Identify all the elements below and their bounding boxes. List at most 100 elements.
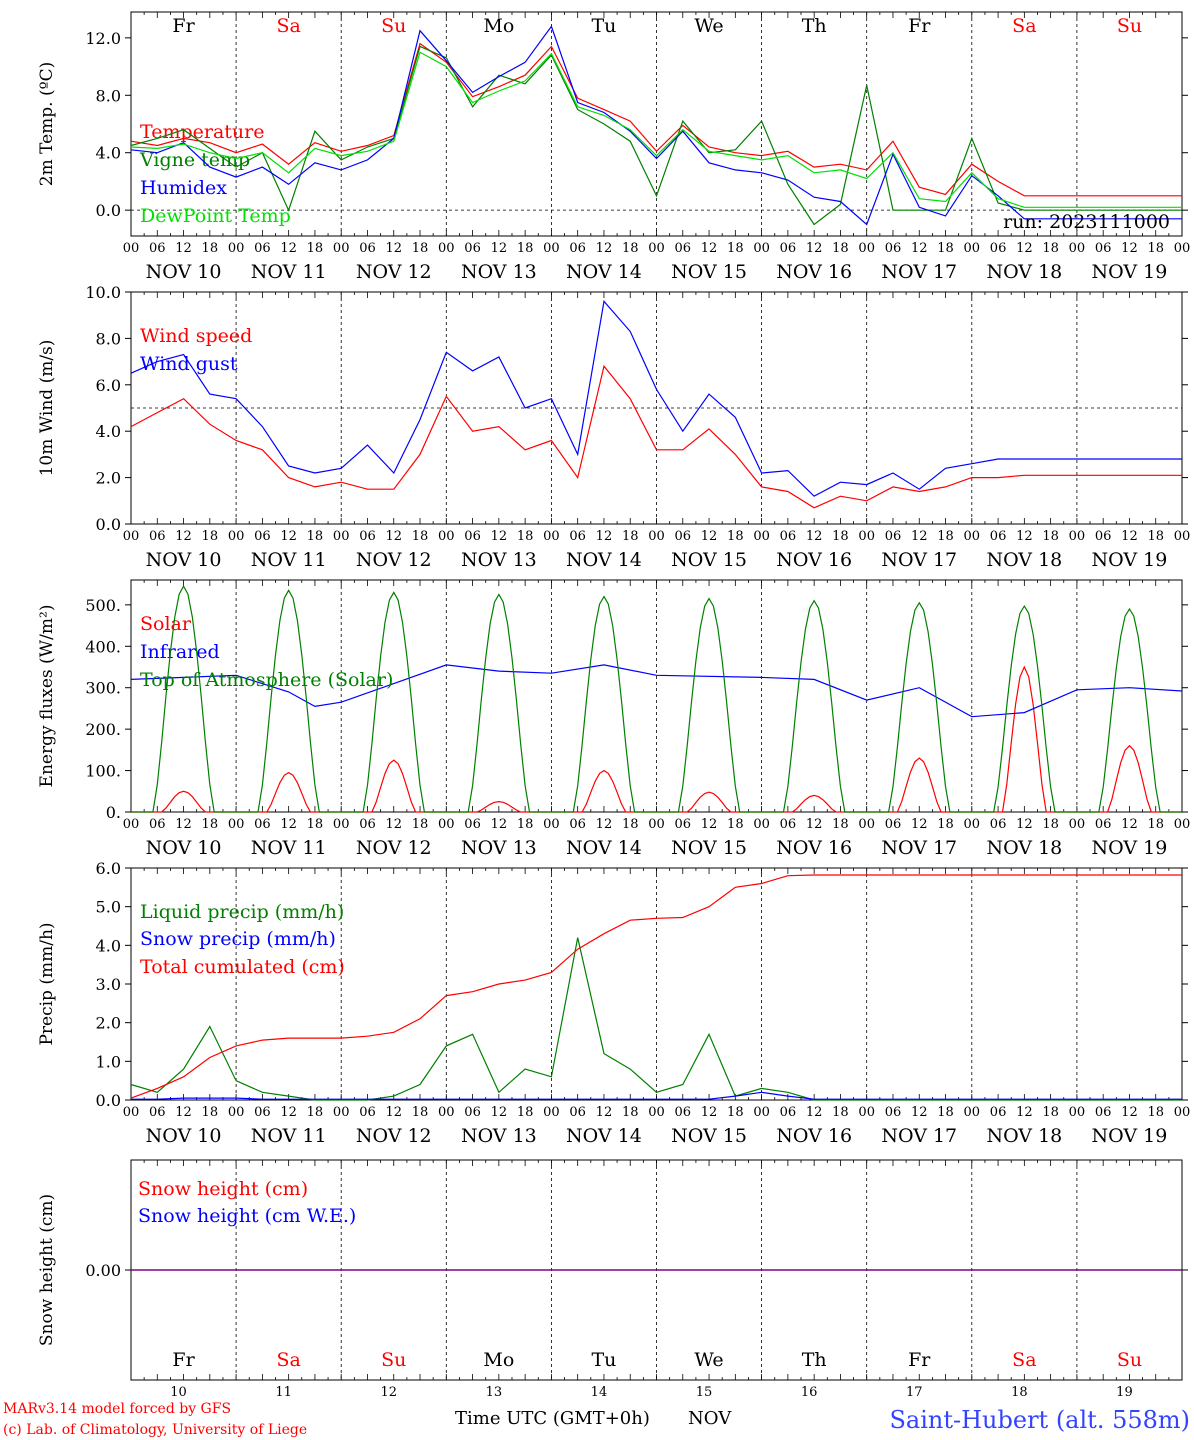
y-tick-label: 5.0	[96, 898, 121, 917]
series-line-wind-speed	[130, 364, 1182, 509]
hour-tick-label: 12	[385, 817, 402, 832]
date-label: NOV 11	[251, 1125, 327, 1147]
date-label: NOV 13	[461, 1125, 537, 1147]
date-label: NOV 10	[146, 261, 222, 283]
hour-tick-label: 12	[701, 1105, 718, 1120]
date-label: NOV 12	[356, 261, 432, 283]
hour-tick-label: 00	[543, 529, 560, 544]
hour-tick-label: 00	[964, 1105, 981, 1120]
legend-infrared: Infrared	[140, 641, 220, 663]
hour-tick-label: 18	[202, 241, 219, 256]
hour-tick-label: 18	[937, 241, 954, 256]
y-tick-label: 6.0	[96, 376, 121, 395]
hour-tick-label: 12	[175, 1105, 192, 1120]
y-tick-label: 10.0	[85, 283, 121, 302]
date-label: NOV 13	[461, 261, 537, 283]
hour-tick-label: 18	[622, 529, 639, 544]
hour-tick-label: 06	[780, 817, 797, 832]
legend-wind-gust: Wind gust	[140, 353, 238, 375]
legend-solar: Solar	[140, 613, 192, 635]
date-label: NOV 16	[776, 549, 852, 571]
hour-tick-label: 12	[1016, 529, 1033, 544]
hour-tick-label: 12	[701, 529, 718, 544]
date-label: NOV 10	[146, 1125, 222, 1147]
hour-tick-label: 18	[412, 241, 429, 256]
hour-tick-label: 06	[1095, 241, 1112, 256]
hour-tick-label: 18	[1042, 529, 1059, 544]
hour-tick-label: 18	[412, 817, 429, 832]
hour-tick-label: 06	[569, 241, 586, 256]
hour-tick-label: 12	[175, 817, 192, 832]
hour-tick-label: 12	[596, 241, 613, 256]
hour-tick-label: 18	[727, 1105, 744, 1120]
hour-tick-label: 12	[280, 1105, 297, 1120]
day-number-label: 13	[486, 1385, 503, 1400]
hour-tick-label: 00	[228, 529, 245, 544]
legend-temperature: Temperature	[140, 121, 264, 143]
hour-tick-label: 12	[491, 1105, 508, 1120]
hour-tick-label: 00	[1069, 1105, 1086, 1120]
date-label: NOV 18	[986, 261, 1062, 283]
hour-tick-label: 18	[832, 529, 849, 544]
date-label: NOV 16	[776, 837, 852, 859]
legend-snow-height-cm-: Snow height (cm)	[138, 1178, 308, 1200]
date-label: NOV 17	[881, 261, 957, 283]
plot-frame	[130, 11, 1183, 237]
hour-tick-label: 06	[464, 817, 481, 832]
hour-tick-label: 12	[1016, 817, 1033, 832]
hour-tick-label: 06	[569, 1105, 586, 1120]
weekday-label: Th	[802, 15, 827, 37]
hour-tick-label: 18	[517, 817, 534, 832]
date-label: NOV 14	[566, 261, 642, 283]
day-number-label: 16	[801, 1385, 818, 1400]
hour-tick-label: 00	[648, 817, 665, 832]
y-tick-label: 8.0	[96, 86, 121, 105]
date-label: NOV 12	[356, 1125, 432, 1147]
panel-precip: 0.0 1.0 2.0 3.0 4.0 5.0 6.0 Precip (mm/h) Liquid…	[37, 859, 1190, 1147]
weekday-label: Su	[1117, 15, 1142, 37]
hour-tick-label: 12	[911, 529, 928, 544]
series-line-top-of-atmosphere-solar-	[131, 584, 1182, 813]
weekday-label: Sa	[1012, 15, 1036, 37]
hour-tick-label: 00	[438, 241, 455, 256]
hour-tick-label: 00	[753, 241, 770, 256]
hour-tick-label: 06	[990, 1105, 1007, 1120]
hour-tick-label: 00	[228, 1105, 245, 1120]
figure-footer: MARv3.14 model forced by GFS (c) Lab. of…	[3, 1401, 1190, 1438]
hour-tick-label: 18	[832, 817, 849, 832]
date-label: NOV 14	[566, 1125, 642, 1147]
y-tick-label: 0.0	[96, 1091, 121, 1110]
hour-tick-label: 00	[333, 817, 350, 832]
day-number-label: 11	[275, 1385, 292, 1400]
hour-tick-label: 00	[1174, 241, 1191, 256]
legend-total-cumulated-cm-: Total cumulated (cm)	[140, 956, 345, 978]
hour-tick-label: 12	[806, 529, 823, 544]
y-axis-label: Energy fluxes (W/m²)	[37, 605, 57, 788]
date-label: NOV 14	[566, 549, 642, 571]
hour-tick-label: 00	[1069, 529, 1086, 544]
hour-tick-label: 06	[675, 529, 692, 544]
hour-tick-label: 06	[464, 241, 481, 256]
hour-tick-label: 18	[517, 529, 534, 544]
hour-tick-label: 00	[438, 529, 455, 544]
date-label: NOV 18	[986, 549, 1062, 571]
weekday-label: Su	[381, 1349, 406, 1371]
date-label: NOV 19	[1092, 261, 1168, 283]
series-line-temperature	[130, 42, 1182, 197]
hour-tick-label: 12	[491, 241, 508, 256]
hour-tick-label: 06	[569, 817, 586, 832]
hour-tick-label: 18	[1042, 817, 1059, 832]
credit-line-2: (c) Lab. of Climatology, University of L…	[3, 1422, 307, 1438]
weekday-label: Mo	[483, 15, 514, 37]
weekday-label: Tu	[591, 1349, 616, 1371]
date-label: NOV 10	[146, 837, 222, 859]
y-axis-label: 10m Wind (m/s)	[37, 340, 57, 477]
date-label: NOV 11	[251, 837, 327, 859]
hour-tick-label: 00	[333, 529, 350, 544]
date-label: NOV 19	[1092, 1125, 1168, 1147]
hour-tick-label: 06	[885, 241, 902, 256]
weekday-label: Sa	[276, 1349, 300, 1371]
hour-tick-label: 12	[1121, 241, 1138, 256]
weekday-label: Fr	[172, 15, 195, 37]
legend-humidex: Humidex	[140, 177, 227, 199]
